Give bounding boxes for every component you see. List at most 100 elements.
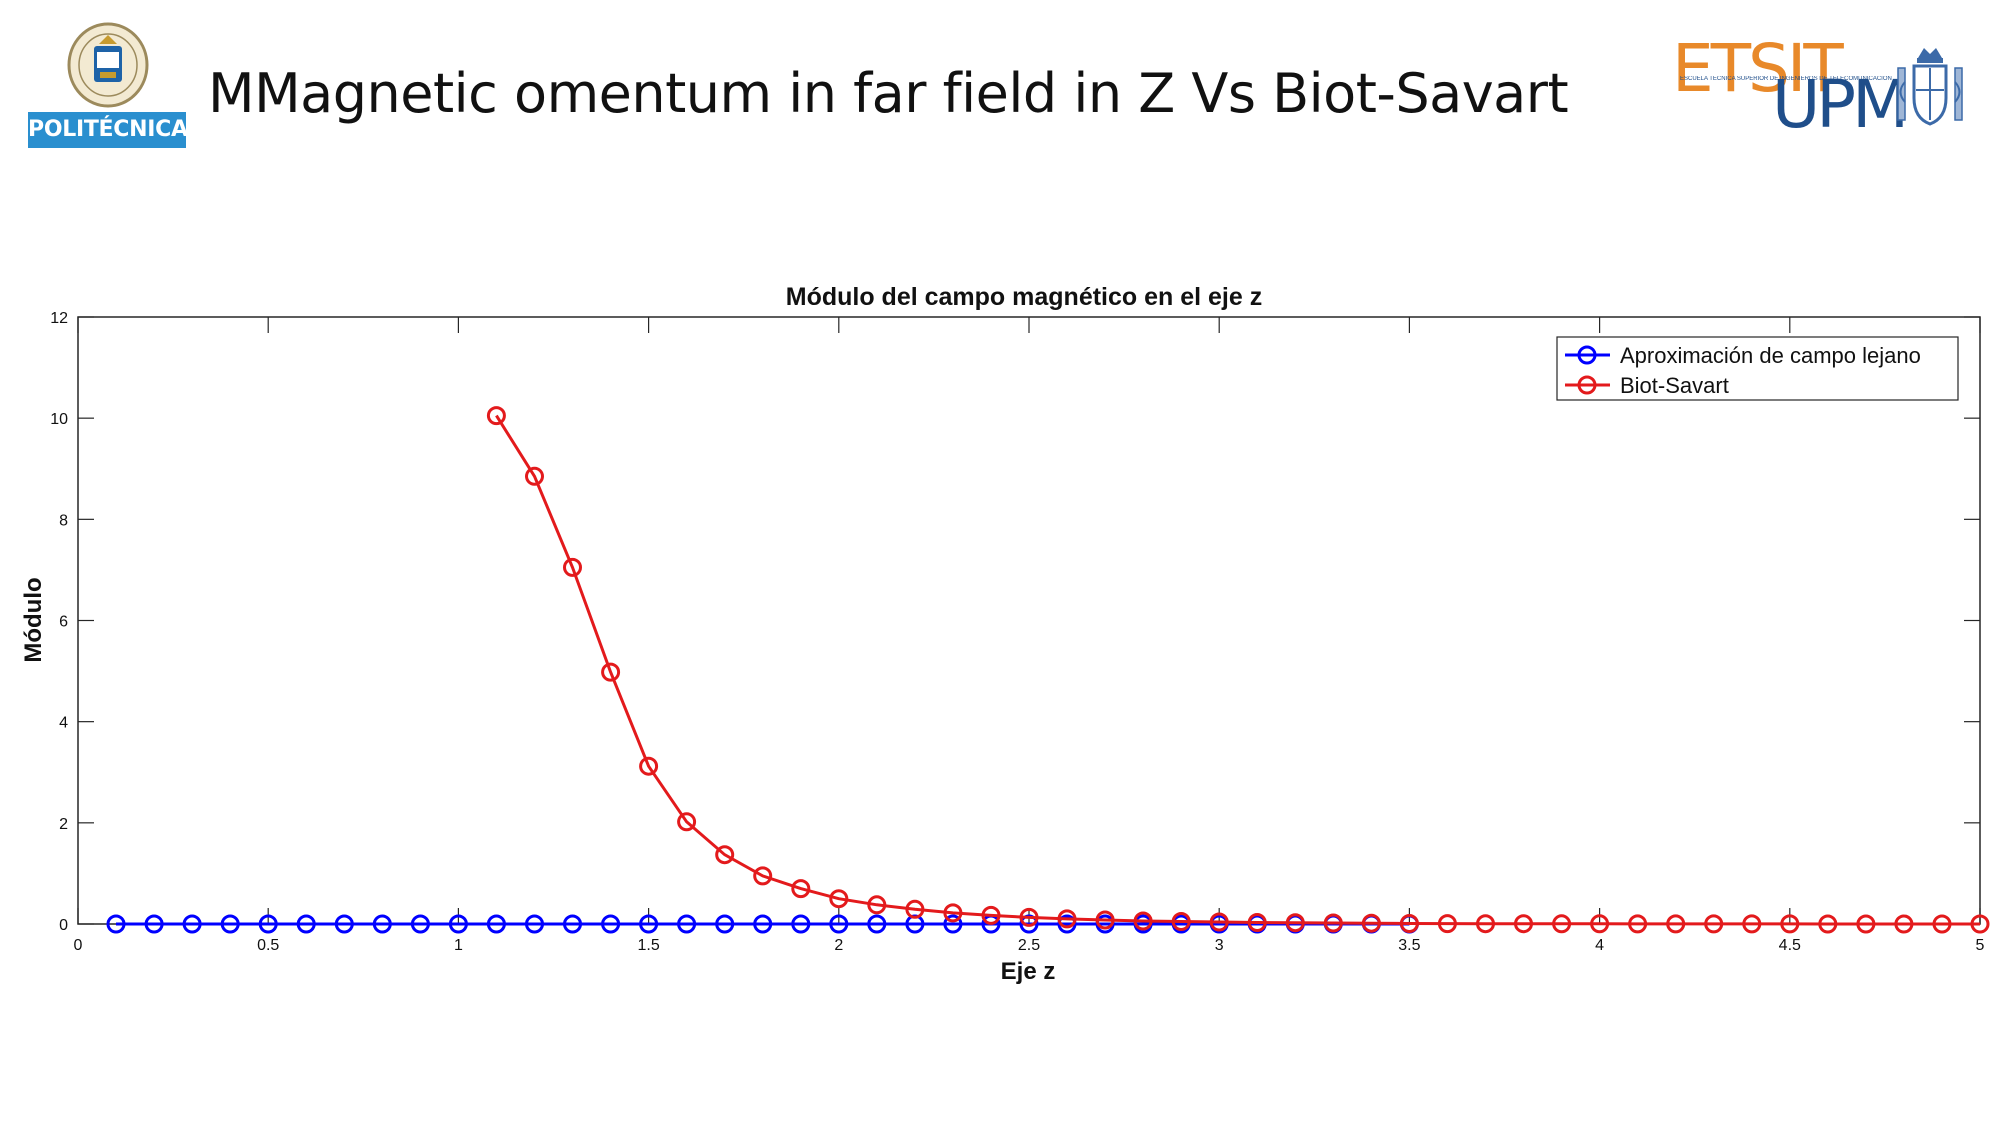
data-point-biot-savart bbox=[867, 895, 887, 915]
etsit-school-name: ESCUELA TÉCNICA SUPERIOR DE INGENIEROS D… bbox=[1680, 76, 1892, 82]
data-point-biot-savart bbox=[1133, 911, 1153, 931]
politecnica-banner: POLITÉCNICA bbox=[28, 112, 188, 148]
data-point-biot-savart bbox=[1437, 914, 1457, 934]
data-point-biot-savart bbox=[1095, 910, 1115, 930]
y-tick-label: 12 bbox=[50, 310, 68, 327]
data-point-far-field bbox=[410, 914, 430, 934]
data-point-biot-savart bbox=[563, 557, 582, 577]
data-point-biot-savart bbox=[829, 889, 849, 909]
x-tick-label: 2.5 bbox=[1018, 937, 1040, 954]
data-point-far-field bbox=[296, 914, 316, 934]
series-line-biot-savart bbox=[495, 414, 1980, 926]
data-point-far-field bbox=[258, 914, 278, 934]
data-point-far-field bbox=[144, 914, 164, 934]
x-tick-label: 1 bbox=[454, 937, 463, 954]
data-point-biot-savart bbox=[943, 903, 963, 923]
legend-marker-far-field bbox=[1577, 345, 1597, 365]
y-tick-label: 4 bbox=[59, 715, 68, 732]
data-point-far-field bbox=[829, 914, 849, 934]
data-point-biot-savart bbox=[1704, 914, 1724, 934]
data-point-biot-savart bbox=[905, 899, 925, 919]
x-tick-label: 5 bbox=[1976, 937, 1985, 954]
data-point-far-field bbox=[372, 914, 392, 934]
etsit-wordmark: ETSIT bbox=[1672, 30, 1844, 107]
data-point-far-field bbox=[601, 914, 621, 934]
legend-label-biot-savart: Biot-Savart bbox=[1620, 373, 1729, 398]
data-point-biot-savart bbox=[1894, 914, 1914, 934]
data-point-biot-savart bbox=[1970, 914, 1990, 934]
data-point-far-field bbox=[677, 914, 697, 934]
y-tick-label: 6 bbox=[59, 614, 68, 631]
data-point-far-field bbox=[486, 914, 506, 934]
data-point-biot-savart bbox=[1628, 914, 1648, 934]
data-point-biot-savart bbox=[1590, 914, 1610, 934]
data-point-far-field bbox=[220, 914, 240, 934]
data-point-biot-savart bbox=[1057, 909, 1077, 929]
x-axis-label: Eje z bbox=[1001, 958, 1056, 985]
data-point-far-field bbox=[791, 914, 811, 934]
y-tick-label: 10 bbox=[50, 411, 68, 428]
data-point-biot-savart bbox=[1666, 914, 1686, 934]
x-tick-label: 3.5 bbox=[1398, 937, 1420, 954]
data-point-biot-savart bbox=[1247, 913, 1267, 932]
data-point-biot-savart bbox=[981, 905, 1001, 925]
data-point-far-field bbox=[448, 914, 468, 934]
upm-politecnica-logo: POLITÉCNICA bbox=[28, 22, 188, 148]
etsit-upm-logo: ETSIT ESCUELA TÉCNICA SUPERIOR DE INGENI… bbox=[1672, 36, 1972, 143]
data-point-biot-savart bbox=[677, 812, 697, 832]
y-tick-label: 8 bbox=[59, 512, 68, 529]
data-point-far-field bbox=[943, 914, 963, 934]
data-point-far-field bbox=[753, 914, 773, 934]
data-point-biot-savart bbox=[1399, 914, 1419, 933]
legend: Aproximación de campo lejano Biot-Savart bbox=[1556, 336, 1959, 401]
chart-title: Módulo del campo magnético en el eje z bbox=[786, 283, 1262, 311]
data-point-biot-savart bbox=[1780, 914, 1800, 934]
data-point-biot-savart bbox=[1323, 913, 1343, 933]
x-tick-label: 3 bbox=[1215, 937, 1224, 954]
y-tick-label: 0 bbox=[59, 917, 68, 934]
data-point-biot-savart bbox=[1856, 914, 1876, 934]
data-point-biot-savart bbox=[1209, 912, 1229, 932]
data-point-far-field bbox=[334, 914, 354, 934]
x-tick-label: 2 bbox=[834, 937, 843, 954]
data-point-biot-savart bbox=[753, 866, 773, 886]
plot-area: 0 0.5 1 1.5 2 2.5 3 3.5 4 4.5 5 0 2 4 6 8 10 12 bbox=[50, 310, 1990, 954]
magnetic-field-chart: Módulo del campo magnético en el eje z 0… bbox=[20, 283, 1990, 985]
upm-wordmark: UPM bbox=[1772, 66, 1909, 143]
legend-box bbox=[1556, 336, 1959, 401]
data-point-biot-savart bbox=[715, 845, 735, 865]
x-tick-label: 4.5 bbox=[1779, 937, 1801, 954]
legend-marker-biot-savart bbox=[1577, 375, 1597, 395]
data-point-biot-savart bbox=[1552, 914, 1572, 934]
data-point-biot-savart bbox=[639, 756, 659, 776]
x-tick-label: 0.5 bbox=[257, 937, 279, 954]
x-tick-label: 0 bbox=[74, 937, 83, 954]
data-point-far-field bbox=[563, 914, 582, 934]
data-point-far-field bbox=[525, 914, 544, 934]
data-point-biot-savart bbox=[601, 662, 621, 682]
data-point-biot-savart bbox=[1361, 913, 1381, 933]
data-point-far-field bbox=[182, 914, 202, 934]
data-point-biot-savart bbox=[1514, 914, 1533, 934]
y-tick-label: 2 bbox=[59, 816, 68, 833]
data-point-biot-savart bbox=[1932, 914, 1952, 934]
data-point-biot-savart bbox=[1019, 907, 1039, 927]
slide-title: MMagnetic omentum in far field in Z Vs B… bbox=[208, 62, 1569, 125]
axes-box bbox=[77, 316, 1981, 925]
data-point-far-field bbox=[639, 914, 659, 934]
royal-crest-icon bbox=[1897, 48, 1963, 126]
data-point-far-field bbox=[867, 914, 887, 934]
data-point-biot-savart bbox=[486, 406, 506, 426]
data-point-biot-savart bbox=[1476, 914, 1495, 934]
university-crest-icon bbox=[67, 22, 149, 108]
x-tick-label: 1.5 bbox=[637, 937, 659, 954]
data-point-biot-savart bbox=[1285, 913, 1305, 933]
y-axis-label: Módulo bbox=[20, 577, 47, 662]
data-point-biot-savart bbox=[791, 879, 811, 899]
data-point-biot-savart bbox=[1818, 914, 1838, 934]
data-point-far-field bbox=[106, 914, 126, 934]
data-point-biot-savart bbox=[1171, 912, 1191, 931]
x-tick-label: 4 bbox=[1595, 937, 1604, 954]
legend-label-far-field: Aproximación de campo lejano bbox=[1620, 343, 1921, 368]
data-point-biot-savart bbox=[525, 466, 544, 486]
